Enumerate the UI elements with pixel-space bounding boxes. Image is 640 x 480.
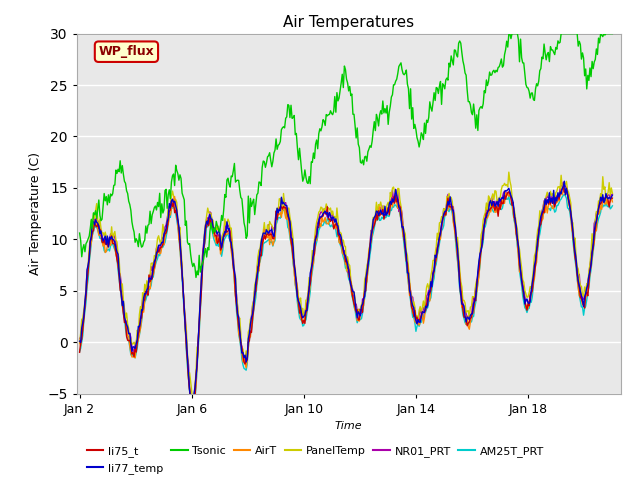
Title: Air Temperatures: Air Temperatures: [284, 15, 414, 30]
Text: WP_flux: WP_flux: [99, 45, 154, 58]
X-axis label: Time: Time: [335, 421, 363, 431]
Legend: li75_t, li77_temp, Tsonic, AirT, PanelTemp, NR01_PRT, AM25T_PRT: li75_t, li77_temp, Tsonic, AirT, PanelTe…: [83, 442, 548, 478]
Y-axis label: Air Temperature (C): Air Temperature (C): [29, 152, 42, 275]
